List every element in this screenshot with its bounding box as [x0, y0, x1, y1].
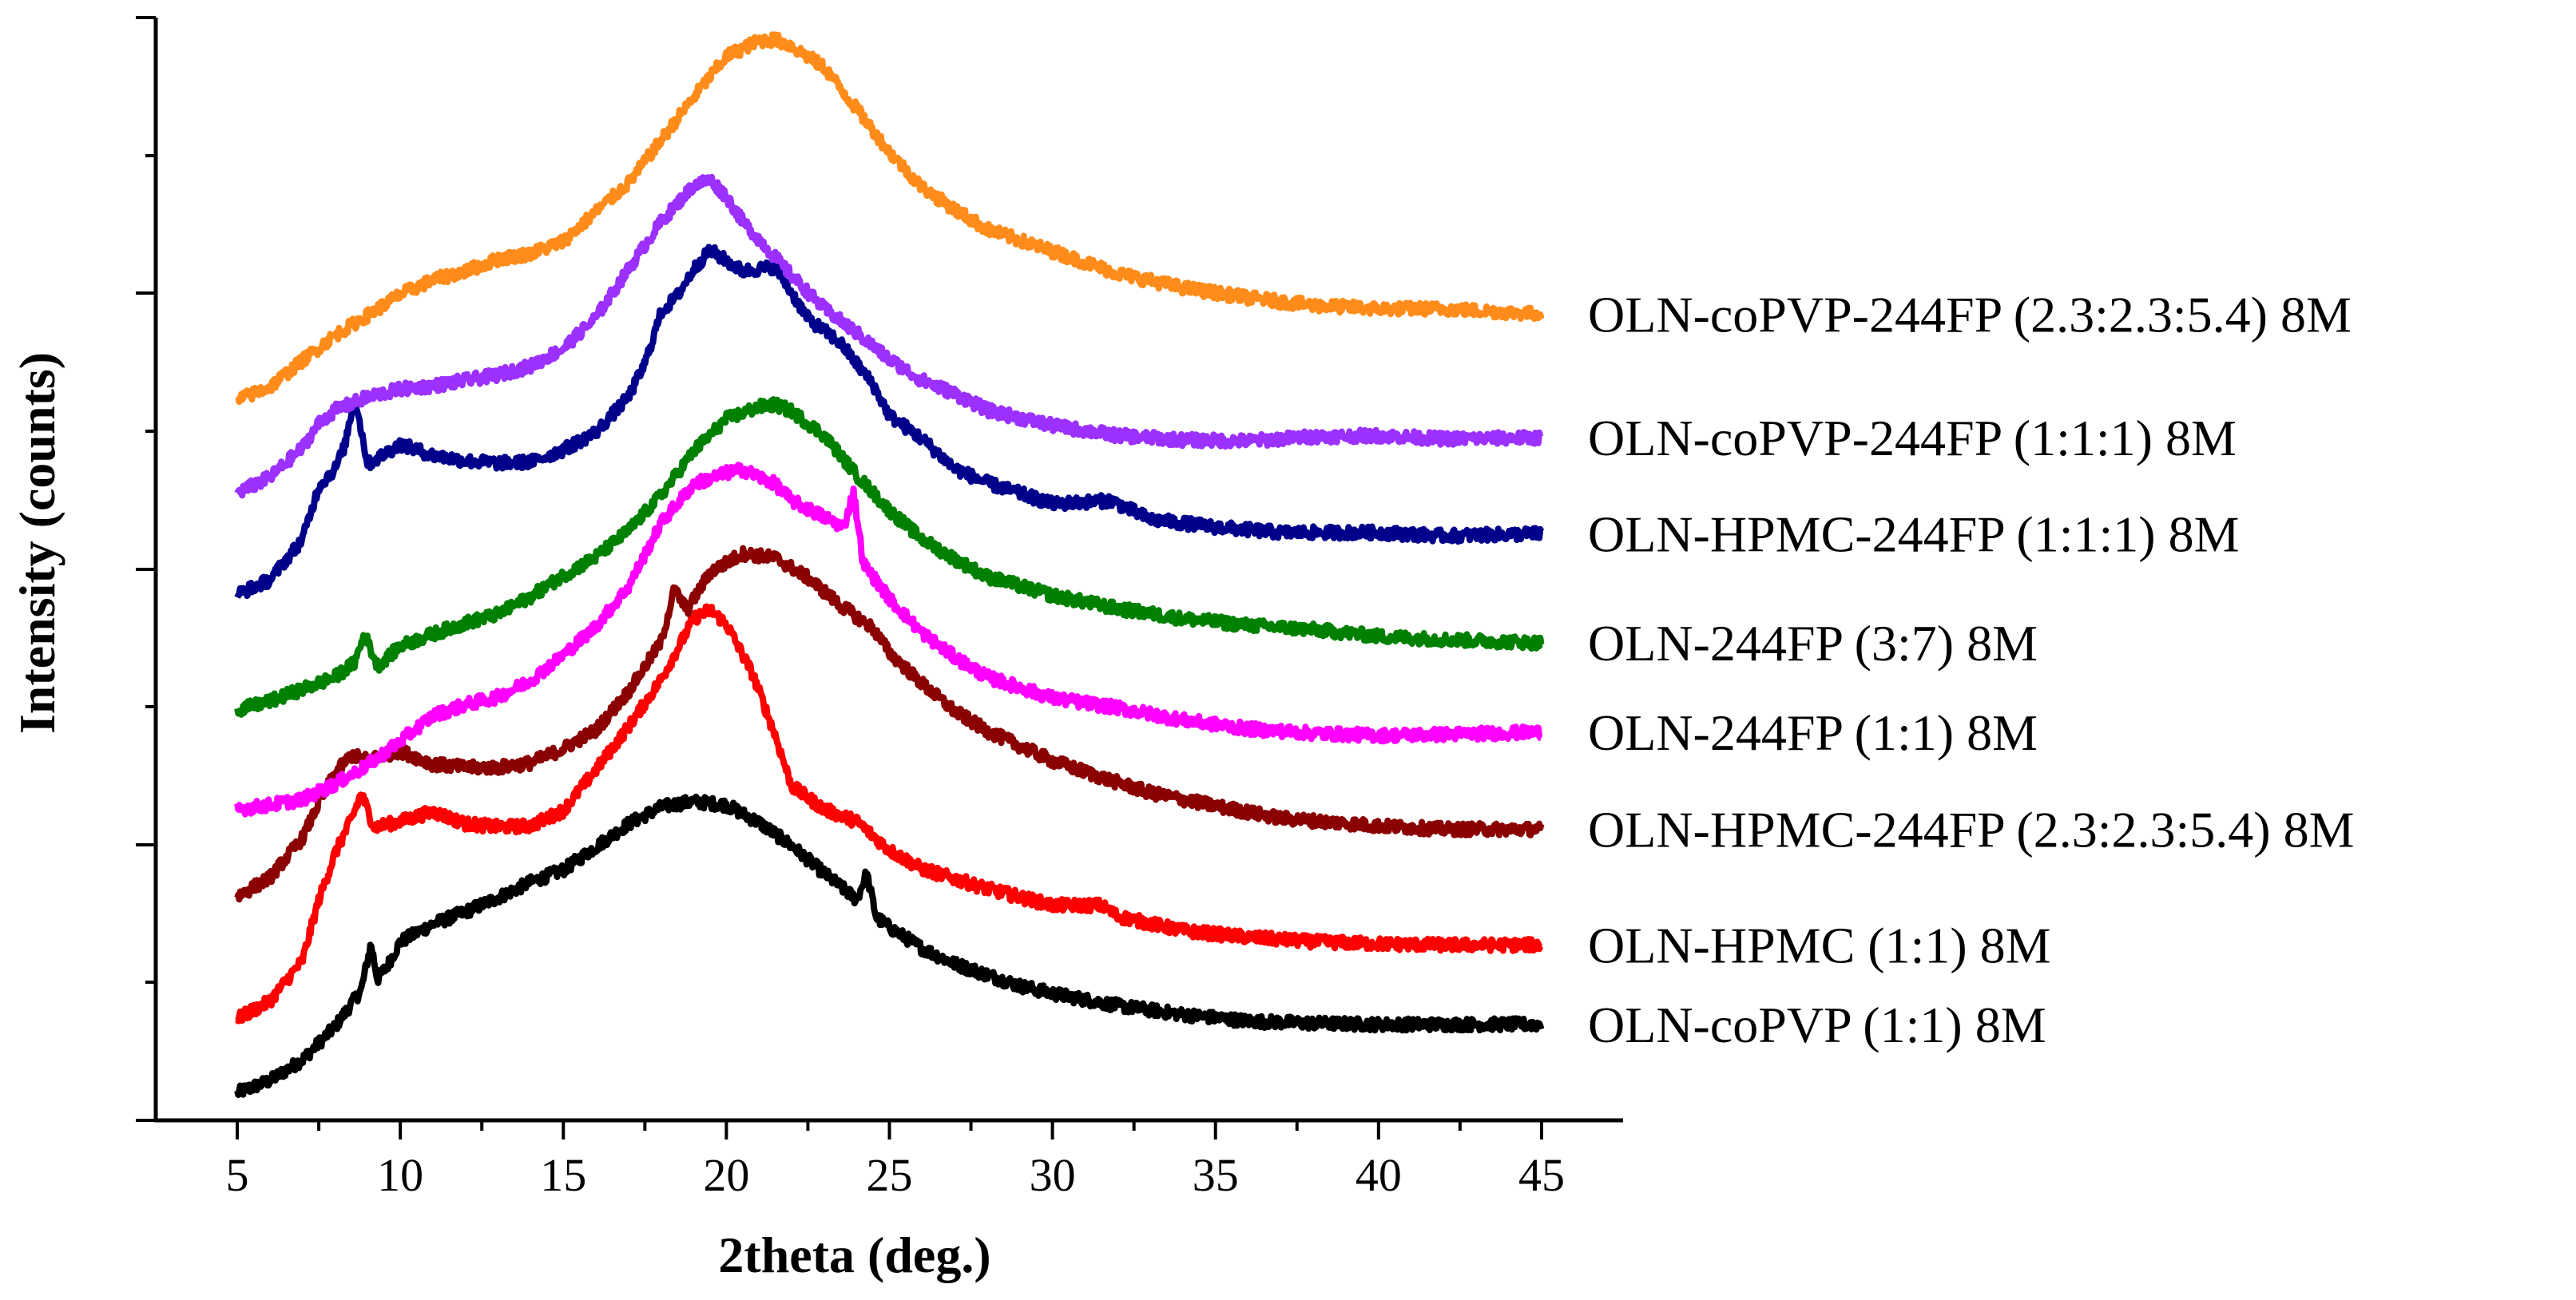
series-line-1 — [235, 603, 1544, 1025]
x-axis-ticks: 5 10 15 20 25 30 35 40 45 — [226, 1120, 1565, 1201]
series-line-6 — [234, 173, 1544, 499]
x-tick-label-30: 30 — [1030, 1149, 1076, 1201]
legend-label-7: OLN-coPVP-244FP (2.3:2.3:5.4) 8M — [1588, 286, 2352, 343]
x-tick-label-40: 40 — [1355, 1149, 1402, 1201]
series-0: OLN-coPVP (1:1) 8M — [234, 793, 2046, 1098]
legend-label-4: OLN-244FP (3:7) 8M — [1588, 615, 2038, 672]
legend-label-5: OLN-HPMC-244FP (1:1:1) 8M — [1588, 505, 2239, 562]
x-tick-label-20: 20 — [703, 1149, 749, 1201]
series-2: OLN-HPMC-244FP (2.3:2.3:5.4) 8M — [234, 545, 2354, 903]
x-tick-label-35: 35 — [1193, 1149, 1239, 1201]
x-tick-label-5: 5 — [226, 1149, 249, 1201]
series-line-5 — [234, 244, 1545, 600]
series-line-7 — [235, 31, 1545, 405]
y-axis-ticks — [136, 16, 156, 1122]
x-tick-label-15: 15 — [540, 1149, 586, 1201]
legend-label-1: OLN-HPMC (1:1) 8M — [1588, 917, 2051, 973]
series-7: OLN-coPVP-244FP (2.3:2.3:5.4) 8M — [235, 31, 2352, 405]
series-line-4 — [234, 396, 1545, 718]
series-4: OLN-244FP (3:7) 8M — [234, 396, 2038, 718]
x-tick-label-25: 25 — [867, 1149, 913, 1201]
series-line-0 — [234, 793, 1545, 1098]
series-line-2 — [234, 545, 1545, 903]
series-6: OLN-coPVP-244FP (1:1:1) 8M — [234, 173, 2237, 499]
x-tick-label-45: 45 — [1518, 1149, 1565, 1201]
series-line-3 — [234, 462, 1544, 818]
series-1: OLN-HPMC (1:1) 8M — [235, 603, 2051, 1025]
series-5: OLN-HPMC-244FP (1:1:1) 8M — [234, 244, 2239, 600]
y-axis-title: Intensity (counts) — [9, 352, 65, 734]
x-tick-label-10: 10 — [377, 1149, 423, 1201]
legend-label-3: OLN-244FP (1:1) 8M — [1588, 704, 2038, 761]
x-axis-title: 2theta (deg.) — [718, 1227, 990, 1283]
legend-label-6: OLN-coPVP-244FP (1:1:1) 8M — [1588, 410, 2237, 466]
series-3: OLN-244FP (1:1) 8M — [234, 462, 2038, 818]
legend-label-0: OLN-coPVP (1:1) 8M — [1588, 997, 2046, 1053]
series-group: OLN-coPVP (1:1) 8M OLN-HPMC (1:1) 8M OLN-H… — [234, 31, 2354, 1098]
legend-label-2: OLN-HPMC-244FP (2.3:2.3:5.4) 8M — [1588, 801, 2354, 858]
